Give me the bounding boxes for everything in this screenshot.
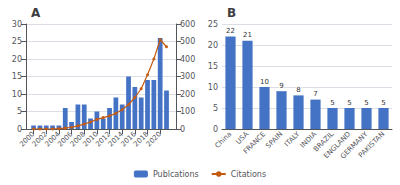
svg-text:SPAIN: SPAIN: [264, 130, 284, 150]
svg-text:22: 22: [226, 27, 235, 35]
svg-text:5: 5: [330, 99, 334, 107]
svg-text:100: 100: [180, 107, 195, 116]
svg-text:10: 10: [260, 78, 269, 86]
svg-text:INDIA: INDIA: [298, 130, 319, 150]
svg-text:20: 20: [208, 41, 218, 50]
svg-text:China: China: [214, 130, 234, 150]
svg-text:600: 600: [180, 20, 195, 29]
svg-text:5: 5: [381, 99, 385, 107]
svg-text:2020: 2020: [145, 130, 163, 148]
svg-text:2014: 2014: [106, 130, 125, 149]
svg-text:7: 7: [313, 90, 317, 98]
svg-text:20: 20: [12, 55, 22, 64]
svg-text:200: 200: [180, 90, 195, 99]
svg-text:USA: USA: [234, 130, 251, 147]
svg-text:21: 21: [243, 31, 252, 39]
svg-text:2010: 2010: [81, 130, 100, 149]
svg-text:5: 5: [17, 107, 22, 116]
svg-text:2004: 2004: [43, 130, 62, 149]
svg-text:2016: 2016: [119, 130, 138, 149]
svg-text:0: 0: [213, 125, 218, 134]
svg-text:0: 0: [17, 125, 22, 134]
svg-text:0: 0: [180, 125, 185, 134]
svg-text:FRANCE: FRANCE: [242, 130, 267, 155]
svg-text:25: 25: [208, 20, 218, 29]
svg-text:5: 5: [364, 99, 368, 107]
svg-text:15: 15: [12, 72, 22, 81]
svg-text:2012: 2012: [94, 130, 113, 149]
svg-text:2008: 2008: [68, 130, 88, 149]
svg-text:5: 5: [213, 104, 218, 113]
svg-text:Citations: Citations: [231, 170, 266, 179]
svg-text:GERMANY: GERMANY: [338, 130, 370, 161]
svg-text:500: 500: [180, 37, 195, 46]
svg-text:ITALY: ITALY: [283, 130, 302, 149]
svg-text:5: 5: [347, 99, 351, 107]
svg-text:10: 10: [12, 90, 22, 99]
svg-text:25: 25: [12, 37, 22, 46]
svg-text:2002: 2002: [30, 130, 50, 149]
svg-text:Publcations: Publcations: [153, 170, 199, 179]
svg-text:9: 9: [279, 82, 283, 90]
svg-text:A: A: [31, 6, 41, 20]
svg-text:400: 400: [180, 55, 195, 64]
svg-text:10: 10: [208, 83, 218, 92]
svg-text:B: B: [227, 6, 236, 20]
svg-text:PAKISTAN: PAKISTAN: [357, 130, 386, 159]
svg-text:2018: 2018: [132, 130, 151, 149]
svg-text:ENGLAND: ENGLAND: [322, 130, 353, 161]
svg-text:BRAZIL: BRAZIL: [312, 130, 336, 154]
svg-text:30: 30: [12, 20, 22, 29]
svg-text:2006: 2006: [56, 130, 75, 149]
svg-text:2000: 2000: [18, 130, 37, 149]
svg-text:300: 300: [180, 72, 195, 81]
svg-text:15: 15: [208, 62, 218, 71]
svg-text:8: 8: [296, 86, 300, 94]
